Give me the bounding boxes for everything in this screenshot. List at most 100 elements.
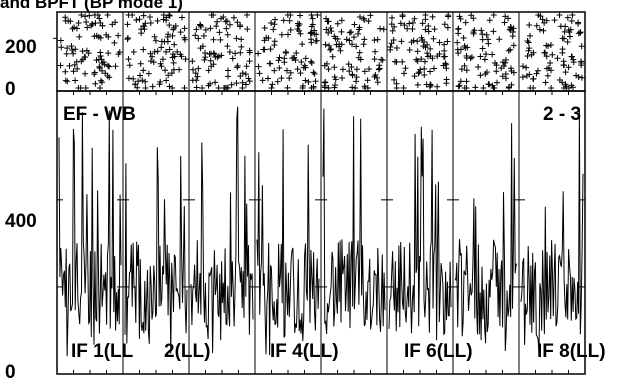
scatter-point <box>333 41 340 48</box>
scatter-point <box>92 20 99 27</box>
scatter-point <box>391 76 398 83</box>
scatter-point <box>444 24 451 31</box>
scatter-point <box>331 64 338 71</box>
scatter-point <box>246 47 253 54</box>
scatter-point <box>526 32 533 39</box>
scatter-point <box>82 70 89 77</box>
scatter-point <box>215 53 222 60</box>
scatter-point <box>217 36 224 43</box>
scatter-point <box>112 19 119 26</box>
scatter-point <box>134 84 141 91</box>
scatter-point <box>441 47 448 54</box>
scatter-point <box>397 20 404 27</box>
scatter-point <box>436 39 443 46</box>
scatter-point <box>480 85 487 91</box>
scatter-point <box>190 66 197 73</box>
scatter-point <box>415 70 422 77</box>
scatter-point <box>286 75 293 82</box>
scatter-point <box>84 24 91 31</box>
scatter-point <box>346 37 353 44</box>
scatter-point <box>323 26 330 33</box>
scatter-point <box>244 12 251 18</box>
scatter-point <box>569 12 576 18</box>
scatter-point <box>208 63 215 70</box>
scatter-point <box>308 36 314 43</box>
panel-label-left: EF - WB <box>63 104 136 125</box>
scatter-point <box>264 75 271 82</box>
scatter-point <box>406 46 413 53</box>
scatter-point <box>533 70 540 77</box>
scatter-point <box>490 28 497 35</box>
scatter-point <box>321 84 328 91</box>
scatter-point <box>91 33 98 40</box>
scatter-point <box>524 52 531 59</box>
scatter-point <box>170 26 177 33</box>
scatter-point <box>445 13 452 20</box>
scatter-point <box>149 53 156 60</box>
scatter-point <box>431 26 438 33</box>
scatter-point <box>314 12 321 18</box>
scatter-point <box>507 65 514 72</box>
scatter-point <box>154 48 161 55</box>
scatter-point <box>275 57 282 64</box>
scatter-point <box>309 15 316 22</box>
scatter-point <box>157 60 164 67</box>
scatter-point <box>151 33 158 40</box>
scatter-point <box>233 35 240 42</box>
scatter-point <box>142 20 149 27</box>
scatter-point <box>286 17 293 24</box>
scatter-point <box>234 19 241 26</box>
scatter-point <box>478 27 485 34</box>
scatter-point <box>75 19 82 26</box>
scatter-point <box>551 17 558 24</box>
scatter-point <box>334 20 341 27</box>
scatter-point <box>406 20 413 27</box>
scatter-point <box>104 12 111 18</box>
scatter-point <box>195 35 202 42</box>
scatter-point <box>568 17 575 24</box>
scatter-point <box>505 85 512 91</box>
scatter-point <box>434 53 441 60</box>
scatter-point <box>530 76 537 83</box>
scatter-point <box>507 27 514 34</box>
scatter-point <box>463 54 470 61</box>
scatter-point <box>311 70 318 77</box>
scatter-point <box>268 85 275 91</box>
scatter-point <box>419 20 426 27</box>
scatter-point <box>97 77 104 84</box>
scatter-point <box>125 56 132 63</box>
scatter-point <box>461 85 468 91</box>
scatter-point <box>169 32 176 39</box>
scatter-point <box>510 42 517 49</box>
scatter-point <box>494 79 501 86</box>
scatter-point <box>420 43 427 50</box>
scatter-point <box>261 24 268 31</box>
scatter-point <box>575 73 582 80</box>
scatter-point <box>537 13 544 20</box>
scatter-point <box>339 66 346 73</box>
scatter-point <box>246 78 253 85</box>
scatter-point <box>212 53 219 60</box>
scatter-point <box>239 79 246 86</box>
scatter-point <box>421 71 428 78</box>
scatter-point <box>222 85 229 91</box>
scatter-point <box>549 51 556 58</box>
scatter-point <box>152 37 159 44</box>
scatter-point <box>268 19 275 26</box>
scatter-point <box>501 62 508 69</box>
scatter-point <box>470 15 477 22</box>
scatter-point <box>193 26 200 33</box>
scatter-point <box>328 28 335 35</box>
scatter-point <box>353 78 360 85</box>
scatter-point <box>63 50 70 57</box>
scatter-point <box>96 64 103 71</box>
scatter-point <box>533 22 540 29</box>
scatter-point <box>482 70 489 77</box>
scatter-point <box>287 27 294 34</box>
scatter-point <box>356 24 363 31</box>
scatter-point <box>422 12 429 18</box>
scatter-point <box>462 44 469 51</box>
scatter-point <box>95 33 102 40</box>
scatter-point <box>308 29 315 36</box>
